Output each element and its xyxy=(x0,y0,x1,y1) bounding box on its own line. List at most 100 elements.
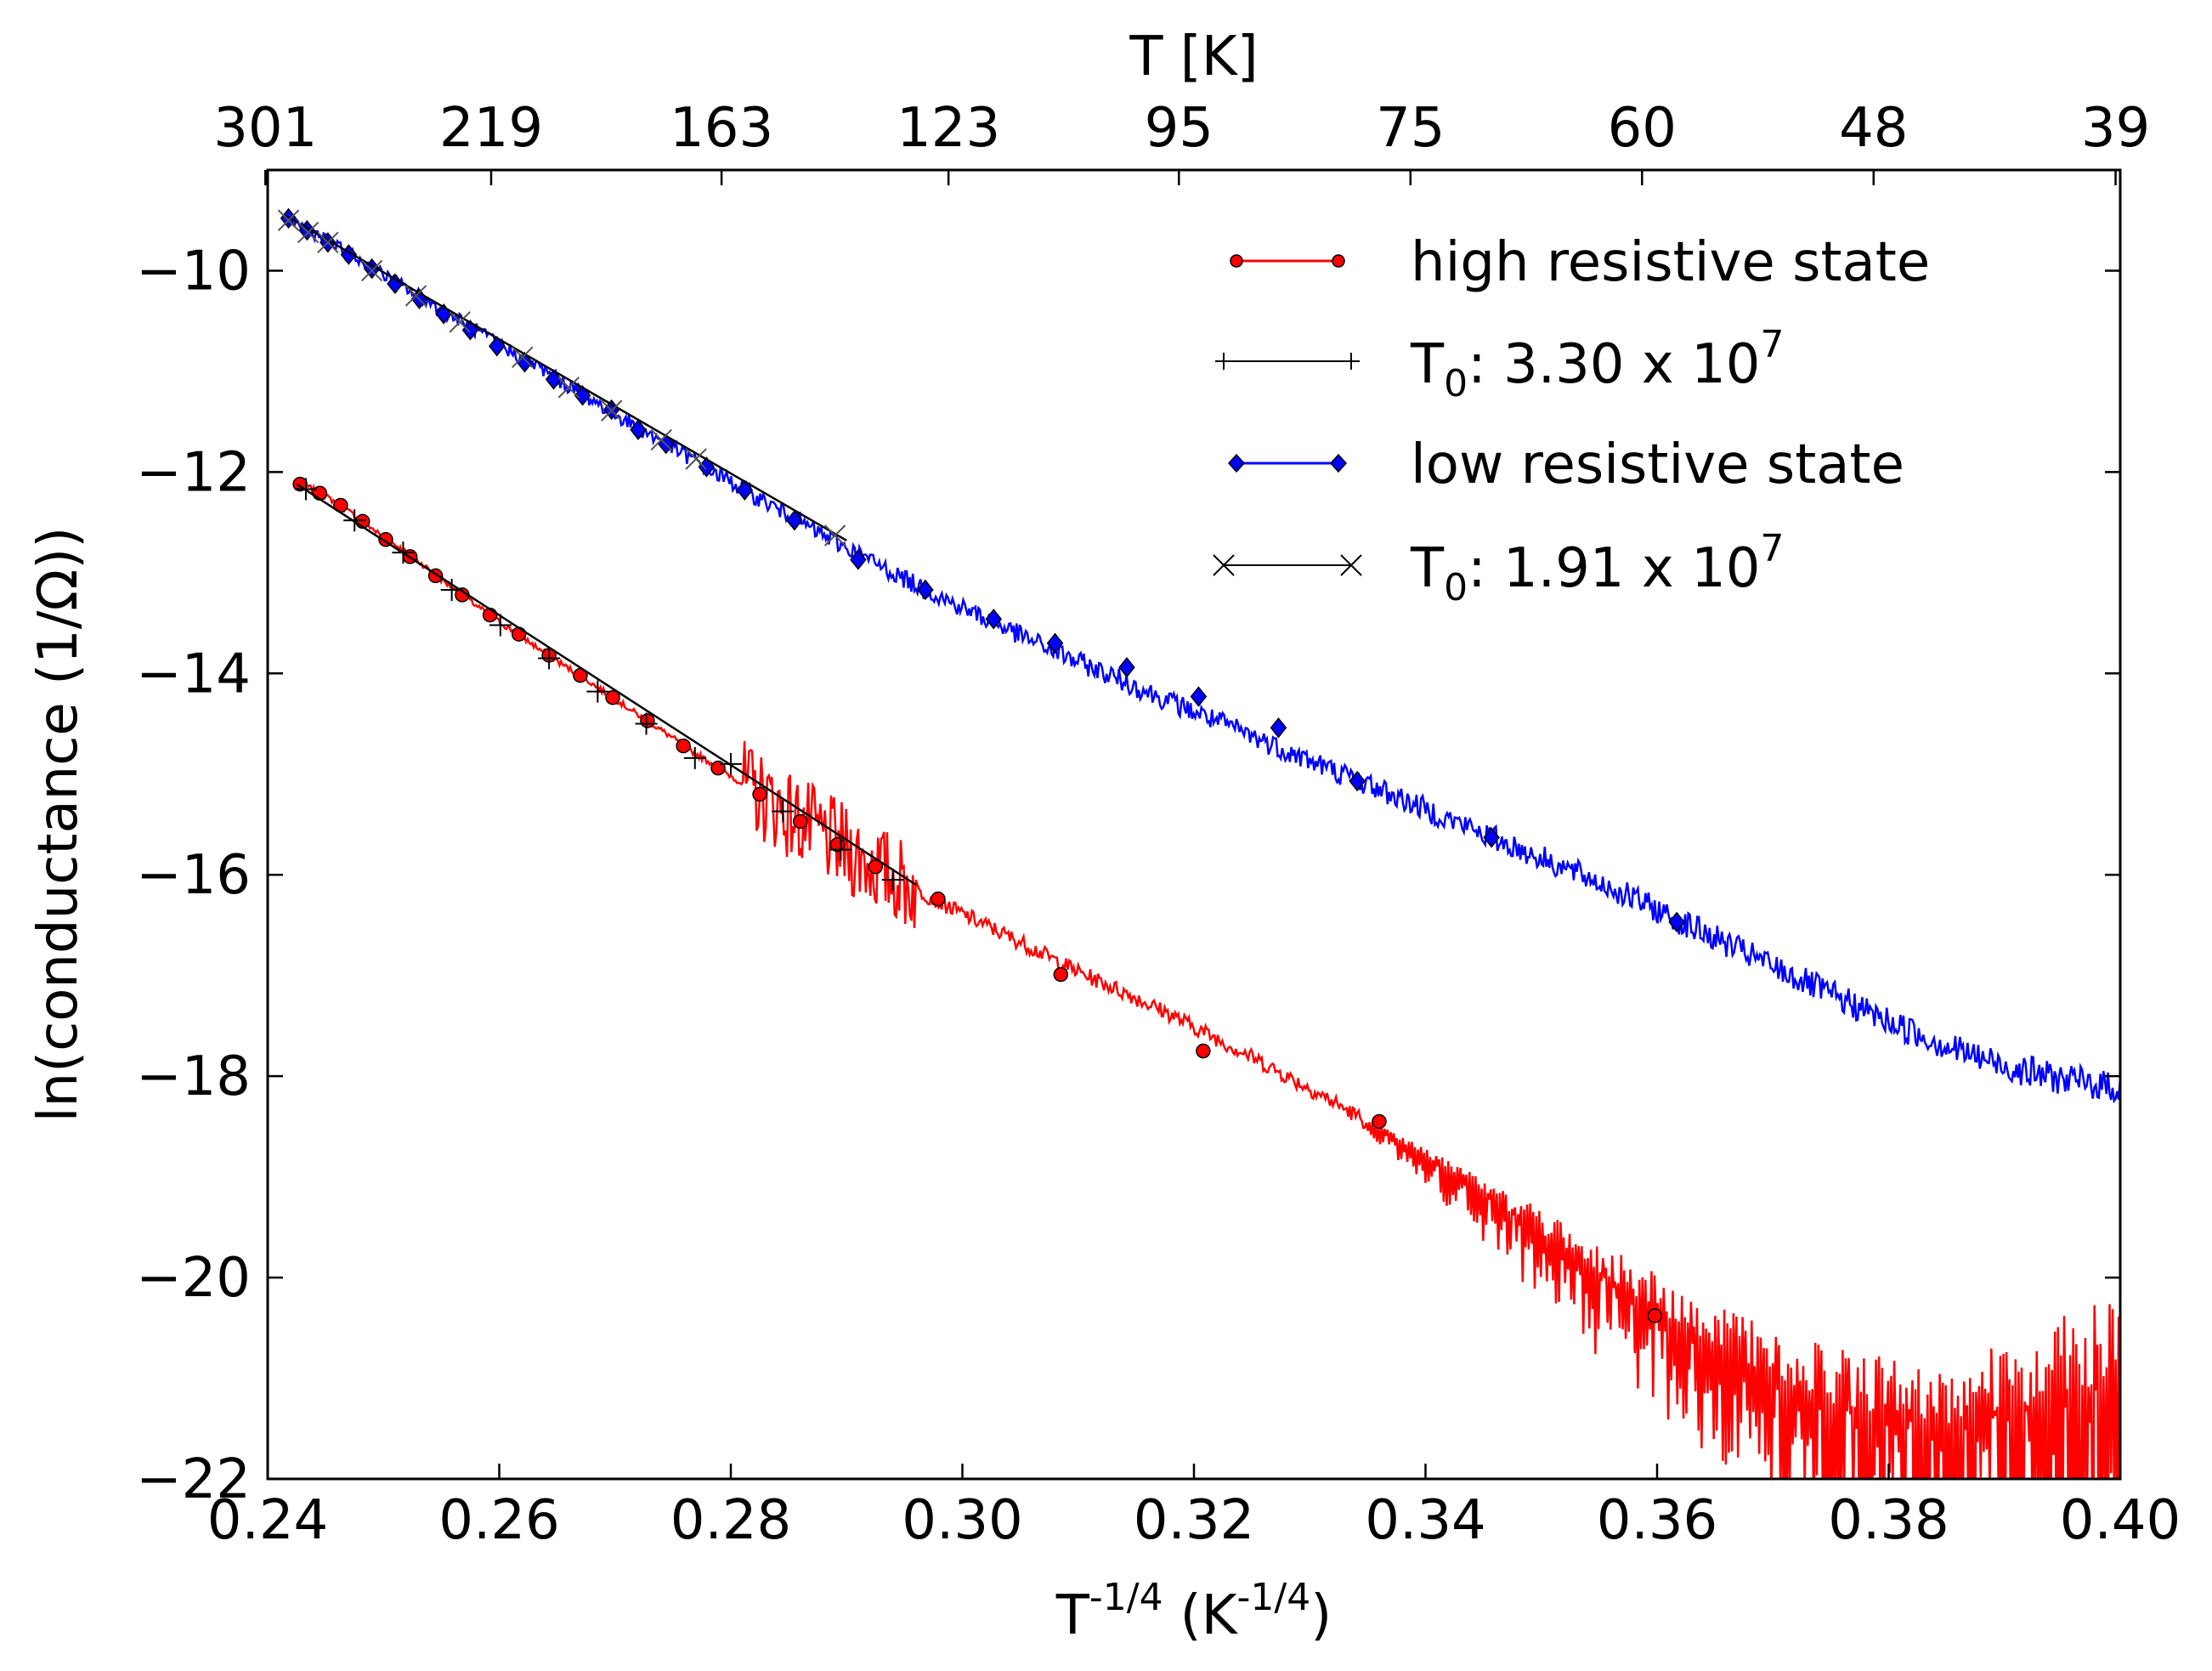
marker-low-resistive-state-5 xyxy=(387,273,404,295)
marker-low-resistive-state-24 xyxy=(1190,686,1208,707)
legend-label-fit-low: T0: 1.91 x 107 xyxy=(1410,527,1785,609)
legend: high resistive state T0: 3.30 x 107 low … xyxy=(1213,231,1930,609)
marker-t0-3-30-x-10-7-fit-5 xyxy=(538,647,561,670)
legend-fit-high-value: : 3.30 x 10 xyxy=(1468,333,1760,396)
legend-marker-fit-low-right xyxy=(1340,554,1362,576)
marker-high-resistive-state-9 xyxy=(511,626,527,642)
marker-high-resistive-state-23 xyxy=(1372,1113,1387,1130)
marker-t0-1-91-x-10-7-fit-7 xyxy=(557,377,580,399)
marker-t0-1-91-x-10-7-fit-10 xyxy=(685,448,707,470)
marker-t0-3-30-x-10-7-fit-11 xyxy=(829,838,852,861)
marker-high-resistive-state-20 xyxy=(931,891,946,907)
x-tick-label-0: 0.24 xyxy=(207,1489,329,1552)
x-tick-label-6: 0.36 xyxy=(1597,1489,1718,1552)
marker-low-resistive-state-23 xyxy=(1118,656,1135,678)
legend-fit-low-value: : 1.91 x 10 xyxy=(1468,537,1760,600)
marker-t0-3-30-x-10-7-fit-12 xyxy=(881,869,904,892)
marker-t0-1-91-x-10-7-fit-2 xyxy=(317,231,339,253)
fit-line-t0-1-91-x-10-7-fit xyxy=(284,214,847,542)
legend-item-fit-low: T0: 1.91 x 107 xyxy=(1213,527,1785,609)
y-tick-label-0: −22 xyxy=(136,1448,251,1511)
plot-layer xyxy=(277,207,2120,1479)
marker-low-resistive-state-22 xyxy=(1046,632,1064,654)
x-axis-title-unit-close: ) xyxy=(1310,1584,1332,1647)
marker-high-resistive-state-16 xyxy=(752,786,767,802)
y-tick-label-5: −12 xyxy=(136,441,251,504)
marker-t0-1-91-x-10-7-fit-1 xyxy=(297,221,320,244)
marker-high-resistive-state-21 xyxy=(1053,966,1069,983)
legend-item-high-resistive: high resistive state xyxy=(1230,231,1930,294)
marker-low-resistive-state-21 xyxy=(985,609,1003,630)
marker-low-resistive-state-14 xyxy=(630,419,647,440)
series-line-high-resistive-state xyxy=(299,480,2120,1479)
marker-t0-1-91-x-10-7-fit-4 xyxy=(404,285,427,307)
legend-marker-high-resistive-right xyxy=(1332,254,1345,268)
marker-high-resistive-state-22 xyxy=(1196,1043,1211,1059)
marker-t0-3-30-x-10-7-fit-3 xyxy=(440,578,463,601)
y-axis-title: ln(conductance (1/Ω)) xyxy=(27,527,90,1122)
marker-t0-1-91-x-10-7-fit-3 xyxy=(360,259,383,282)
legend-marker-high-resistive-left xyxy=(1230,254,1243,268)
axes-layer: 0.24 0.26 0.28 0.30 0.32 0.34 0.36 0.38 0.40 −22 −… xyxy=(136,97,2181,1552)
top-tick-label-7: 48 xyxy=(1839,97,1908,160)
marker-t0-3-30-x-10-7-fit-6 xyxy=(586,680,609,703)
marker-low-resistive-state-18 xyxy=(786,510,803,531)
marker-t0-3-30-x-10-7-fit-2 xyxy=(392,541,415,564)
series-line-low-resistive-state xyxy=(287,212,2120,1104)
legend-label-low-resistive: low resistive state xyxy=(1411,433,1904,496)
marker-low-resistive-state-25 xyxy=(1270,717,1287,739)
fit-line-t0-3-30-x-10-7-fit xyxy=(296,483,917,886)
legend-marker-fit-low-left xyxy=(1213,554,1235,576)
top-tick-label-2: 163 xyxy=(670,97,773,160)
legend-fit-low-exp: 7 xyxy=(1761,527,1785,570)
top-axis-title: T [K] xyxy=(1129,25,1258,88)
marker-high-resistive-state-14 xyxy=(676,738,691,754)
x-axis-title-sup: -1/4 xyxy=(1089,1576,1163,1619)
y-tick-label-2: −18 xyxy=(136,1045,251,1108)
marker-high-resistive-state-19 xyxy=(868,859,884,875)
legend-marker-low-resistive-right xyxy=(1329,453,1348,473)
marker-low-resistive-state-20 xyxy=(917,579,934,601)
top-tick-label-0: 301 xyxy=(213,97,317,160)
marker-t0-3-30-x-10-7-fit-10 xyxy=(772,800,795,823)
legend-item-low-resistive: low resistive state xyxy=(1227,433,1904,496)
x-tick-label-2: 0.28 xyxy=(670,1489,792,1552)
x-tick-label-1: 0.26 xyxy=(438,1489,560,1552)
y-tick-label-1: −20 xyxy=(136,1247,251,1310)
top-tick-label-3: 123 xyxy=(897,97,1000,160)
marker-low-resistive-state-26 xyxy=(1349,770,1366,792)
x-tick-label-5: 0.34 xyxy=(1365,1489,1486,1552)
legend-fit-high-exp: 7 xyxy=(1761,323,1785,366)
marker-t0-1-91-x-10-7-fit-6 xyxy=(512,346,534,369)
top-tick-label-5: 75 xyxy=(1376,97,1445,160)
marker-high-resistive-state-12 xyxy=(605,689,620,705)
marker-low-resistive-state-27 xyxy=(1483,827,1500,848)
marker-t0-3-30-x-10-7-fit-7 xyxy=(635,712,658,735)
x-tick-label-4: 0.32 xyxy=(1134,1489,1255,1552)
marker-low-resistive-state-28 xyxy=(1668,911,1685,933)
x-axis-title: T-1/4 (K-1/4) xyxy=(1055,1576,1332,1647)
marker-high-resistive-state-13 xyxy=(640,713,655,728)
marker-t0-3-30-x-10-7-fit-9 xyxy=(720,752,742,775)
legend-marker-fit-high-right xyxy=(1343,353,1360,370)
marker-t0-3-30-x-10-7-fit-1 xyxy=(343,509,366,532)
y-tick-label-4: −14 xyxy=(136,643,251,705)
marker-low-resistive-state-11 xyxy=(545,369,563,390)
legend-marker-fit-high-left xyxy=(1215,353,1232,370)
top-tick-label-8: 39 xyxy=(2081,97,2150,160)
marker-low-resistive-state-9 xyxy=(489,336,506,357)
legend-label-fit-high: T0: 3.30 x 107 xyxy=(1410,323,1785,405)
top-tick-label-4: 95 xyxy=(1145,97,1213,160)
legend-fit-low-sub: 0 xyxy=(1444,566,1468,609)
marker-high-resistive-state-24 xyxy=(1647,1308,1663,1323)
legend-fit-high-T: T xyxy=(1410,333,1445,396)
y-tick-label-3: −16 xyxy=(136,844,251,907)
marker-t0-3-30-x-10-7-fit-4 xyxy=(489,614,512,637)
marker-t0-1-91-x-10-7-fit-8 xyxy=(600,399,623,422)
marker-t0-1-91-x-10-7-fit-0 xyxy=(277,209,300,231)
x-tick-label-7: 0.38 xyxy=(1828,1489,1949,1552)
marker-t0-3-30-x-10-7-fit-0 xyxy=(294,478,317,501)
x-tick-label-3: 0.30 xyxy=(902,1489,1023,1552)
legend-item-fit-high: T0: 3.30 x 107 xyxy=(1215,323,1785,405)
